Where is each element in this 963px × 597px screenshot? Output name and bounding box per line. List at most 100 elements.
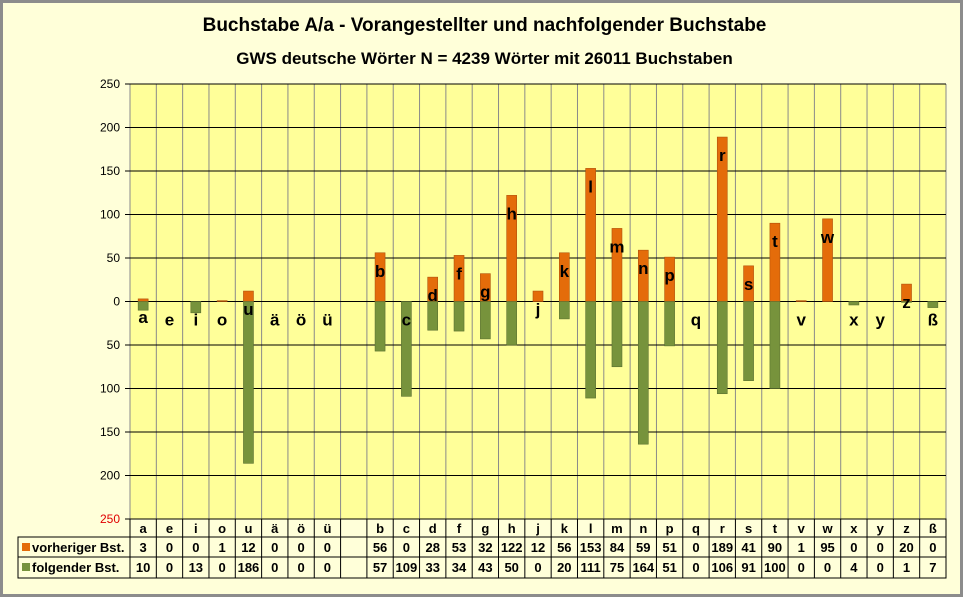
data-table-cell: 34 [452, 560, 467, 575]
bar-letter-label: x [849, 311, 859, 330]
bar-folgender [585, 301, 596, 399]
bar-letter-label: i [193, 311, 198, 330]
data-table-cell: 0 [297, 560, 304, 575]
data-table-cell: 12 [241, 540, 255, 555]
chart-title: Buchstabe A/a - Vorangestellter und nach… [202, 15, 767, 36]
data-table-cell: 53 [452, 540, 466, 555]
data-table-cell: 10 [136, 560, 150, 575]
data-table-cell: 43 [478, 560, 492, 575]
bar-folgender [611, 301, 623, 368]
data-table-cell: 0 [850, 540, 857, 555]
data-table-cell: 3 [140, 540, 147, 555]
bar-letter-label: q [691, 311, 701, 330]
data-table-cell: 56 [557, 540, 571, 555]
bar-folgender [453, 301, 465, 332]
legend-key [22, 543, 30, 551]
data-table-header: b [376, 521, 384, 536]
y-tick-label: 150 [100, 164, 120, 178]
data-table-cell: 1 [903, 560, 910, 575]
data-table-cell: 59 [636, 540, 650, 555]
bar-folgender [848, 301, 860, 306]
data-table-header: e [166, 521, 173, 536]
data-table-cell: 0 [166, 540, 173, 555]
data-table-header: p [666, 521, 674, 536]
data-table-cell: 0 [692, 540, 699, 555]
data-table-cell: 32 [478, 540, 492, 555]
bar-folgender [243, 301, 254, 464]
data-table-cell: 0 [403, 540, 410, 555]
bar-folgender [480, 301, 491, 340]
bar-letter-label: r [719, 146, 726, 165]
bar-letter-label: m [609, 237, 624, 256]
data-table-header: u [244, 521, 252, 536]
data-table-cell: 7 [929, 560, 936, 575]
data-table-header: c [403, 521, 410, 536]
data-table-cell: 164 [632, 560, 654, 575]
bar-letter-label: w [820, 228, 835, 247]
legend-label: folgender Bst. [32, 560, 119, 575]
data-table-header: f [457, 521, 462, 536]
y-tick-label: 150 [100, 425, 120, 439]
bar-folgender [506, 301, 517, 346]
data-table-header: d [429, 521, 437, 536]
data-table-cell: 0 [877, 560, 884, 575]
data-table-header: ü [323, 521, 331, 536]
data-table-header: w [821, 521, 833, 536]
data-table-cell: 33 [425, 560, 439, 575]
bar-letter-label: y [875, 311, 885, 330]
data-table-cell: 111 [581, 560, 601, 575]
bar-letter-label: e [165, 311, 174, 330]
data-table-header: v [798, 521, 806, 536]
data-table-header: x [850, 521, 858, 536]
data-table-cell: 0 [219, 560, 226, 575]
data-table-cell: 100 [764, 560, 786, 575]
bar-letter-label: l [588, 177, 593, 196]
data-table-cell: 0 [824, 560, 831, 575]
bar-folgender [769, 301, 781, 389]
bar-folgender [190, 301, 202, 314]
legend-key [22, 563, 30, 571]
bar-letter-label: ß [928, 311, 938, 330]
data-table-header: ä [271, 521, 279, 536]
y-tick-label: 200 [100, 121, 120, 135]
data-table-header: ö [297, 521, 305, 536]
data-table-cell: 13 [189, 560, 203, 575]
data-table-cell: 84 [610, 540, 625, 555]
data-table-cell: 90 [768, 540, 782, 555]
data-table-cell: 0 [192, 540, 199, 555]
data-table-header: t [773, 521, 778, 536]
data-table-cell: 0 [877, 540, 884, 555]
chart-subtitle: GWS deutsche Wörter N = 4239 Wörter mit … [236, 49, 733, 68]
y-tick-label: 250 [100, 77, 120, 91]
data-table-header: g [481, 521, 489, 536]
data-table-cell: 189 [711, 540, 733, 555]
data-table-cell: 51 [662, 540, 676, 555]
data-table-cell: 153 [580, 540, 602, 555]
bar-letter-label: c [402, 311, 411, 330]
bar-letter-label: n [638, 259, 648, 278]
data-table-cell: 56 [373, 540, 387, 555]
bar-letter-label: t [772, 232, 778, 251]
data-table-cell: 1 [798, 540, 805, 555]
data-table-header: o [218, 521, 226, 536]
data-table-cell: 41 [741, 540, 755, 555]
data-table-cell: 20 [557, 560, 571, 575]
data-table-cell: 0 [692, 560, 699, 575]
bar-folgender [664, 301, 675, 347]
data-table-cell: 0 [929, 540, 936, 555]
data-table-cell: 0 [271, 560, 278, 575]
bar-folgender [559, 301, 570, 320]
bar-vorheriger [822, 218, 833, 302]
bar-letter-label: ö [296, 311, 306, 330]
data-table-header: y [877, 521, 885, 536]
y-tick-label: 50 [107, 338, 121, 352]
bar-letter-label: d [428, 286, 438, 305]
data-table-cell: 4 [850, 560, 858, 575]
data-table-cell: 1 [219, 540, 226, 555]
data-table-header: a [140, 521, 148, 536]
bar-letter-label: ä [270, 311, 280, 330]
y-tick-label: 0 [113, 295, 120, 309]
legend-label: vorheriger Bst. [32, 540, 124, 555]
y-tick-label: 250 [100, 512, 120, 526]
